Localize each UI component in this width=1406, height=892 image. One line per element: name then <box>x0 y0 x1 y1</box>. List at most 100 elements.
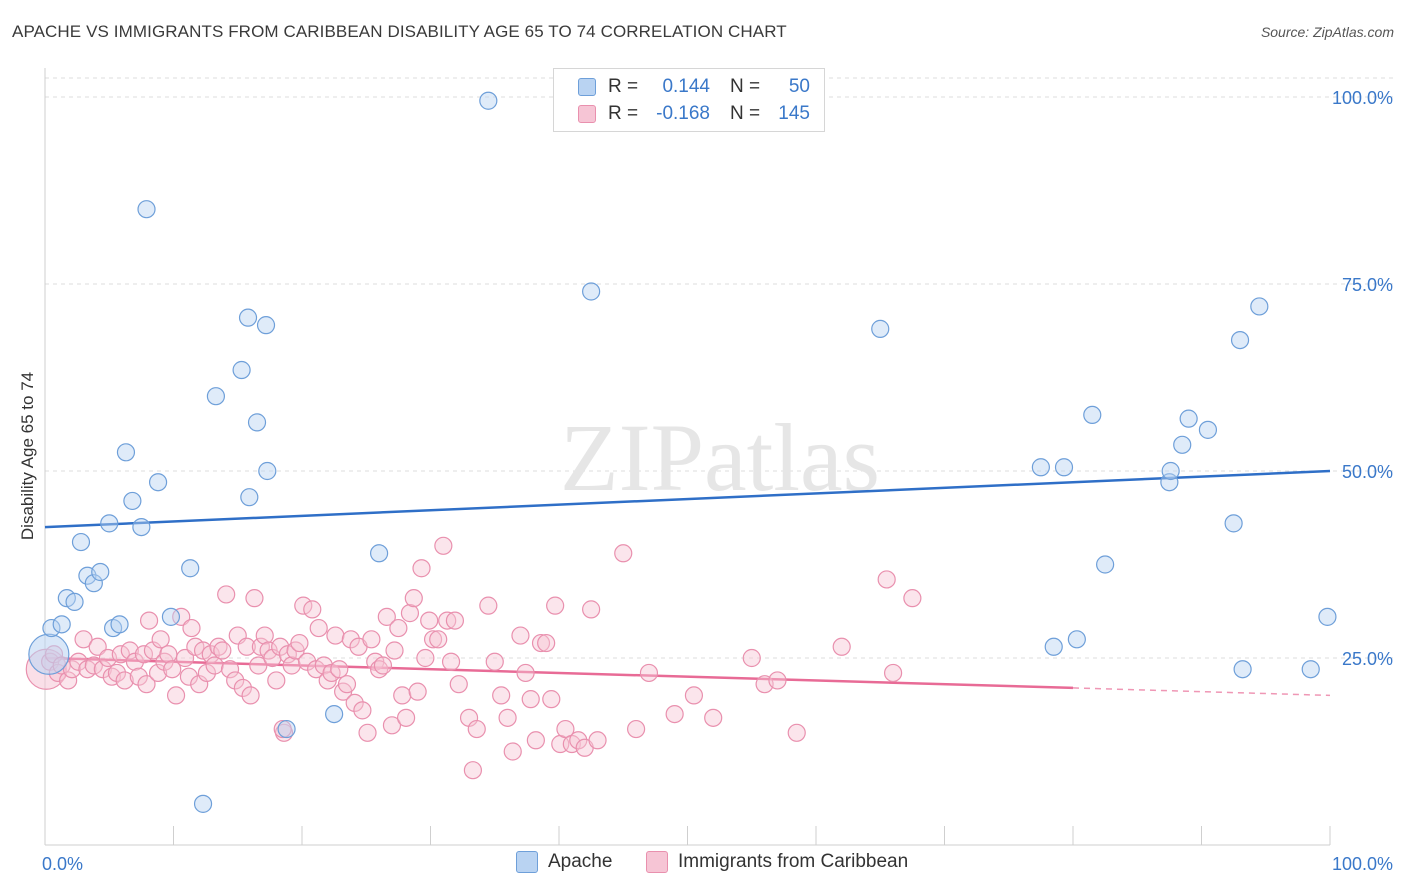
caribbean-point <box>588 731 607 750</box>
caribbean-trend-line <box>44 656 1074 690</box>
caribbean-point <box>245 589 264 608</box>
apache-point <box>71 532 91 552</box>
caribbean-point <box>639 663 659 683</box>
caribbean-point <box>768 671 787 690</box>
trend-lines <box>44 469 1331 697</box>
caribbean-point <box>362 630 381 649</box>
caribbean-point <box>205 656 224 675</box>
apache-point <box>277 719 296 739</box>
apache-trend-line <box>44 469 1331 529</box>
caribbean-point <box>582 600 601 619</box>
caribbean-point <box>420 611 439 630</box>
caribbean-point <box>498 708 517 727</box>
apache-point <box>1067 630 1086 649</box>
legend-item-apache[interactable]: Apache <box>516 851 612 873</box>
caribbean-point <box>400 604 420 623</box>
caribbean-point <box>330 660 349 679</box>
caribbean-point <box>556 719 575 739</box>
caribbean-point <box>159 645 178 664</box>
caribbean-point <box>438 611 457 630</box>
legend-row-caribbean: R = -0.168 N = 145 <box>578 102 810 126</box>
apache-point <box>42 618 61 638</box>
caribbean-point <box>271 637 290 656</box>
r-value: 0.144 <box>662 76 710 97</box>
x-tick-label: 100.0% <box>1332 854 1393 874</box>
caribbean-point <box>542 690 561 709</box>
caribbean-point <box>404 589 423 608</box>
legend-row-apache: R = 0.144 N = 50 <box>578 75 810 99</box>
caribbean-point <box>832 637 851 656</box>
apache-point <box>161 607 181 626</box>
caribbean-point <box>237 637 256 656</box>
caribbean-point <box>249 656 268 675</box>
caribbean-point <box>120 641 139 660</box>
n-value: 145 <box>778 103 810 124</box>
caribbean-point <box>337 675 357 694</box>
caribbean-point <box>303 600 322 619</box>
caribbean-trend-extension <box>1072 687 1331 697</box>
r-label: R = <box>608 76 639 97</box>
caribbean-point <box>373 656 393 675</box>
legend-item-caribbean[interactable]: Immigrants from Caribbean <box>646 851 908 873</box>
caribbean-point <box>569 731 588 750</box>
caribbean-point <box>345 693 364 712</box>
legend-label: Immigrants from Caribbean <box>678 851 909 872</box>
caribbean-point <box>74 630 93 649</box>
caribbean-point <box>531 633 551 653</box>
caribbean-point <box>341 630 360 649</box>
apache-point <box>582 282 601 301</box>
caribbean-point <box>467 719 486 739</box>
caribbean-point <box>226 671 245 690</box>
caribbean-point <box>62 660 82 679</box>
apache-point <box>240 488 259 507</box>
caribbean-point <box>267 671 286 690</box>
caribbean-point <box>479 596 498 615</box>
apache-point <box>1250 297 1269 316</box>
apache-point <box>1224 514 1243 533</box>
caribbean-point <box>273 719 292 739</box>
r-label: R = <box>608 103 639 124</box>
y-tick-label: 25.0% <box>1342 649 1393 669</box>
apache-point <box>1054 458 1074 477</box>
y-tick-label: 100.0% <box>1332 88 1393 108</box>
caribbean-point <box>377 607 396 626</box>
caribbean-point <box>59 671 78 690</box>
correlation-legend: R = 0.144 N = 50 R = -0.168 N = 145 <box>553 68 825 132</box>
caribbean-point <box>137 675 156 694</box>
caribbean-point <box>241 686 260 705</box>
caribbean-point <box>84 656 103 675</box>
caribbean-point <box>614 544 633 563</box>
caribbean-point <box>704 708 723 727</box>
caribbean-point <box>423 630 443 649</box>
caribbean-point <box>441 652 461 671</box>
apache-point <box>1083 405 1102 424</box>
caribbean-point <box>166 686 186 705</box>
apache-point <box>1161 461 1180 481</box>
apache-point <box>370 544 389 563</box>
caribbean-point <box>175 648 195 668</box>
caribbean-point <box>416 648 435 668</box>
caribbean-point <box>511 626 530 645</box>
y-axis-label: Disability Age 65 to 74 <box>18 372 37 540</box>
apache-point <box>123 491 142 511</box>
caribbean-point <box>877 570 896 589</box>
caribbean-point <box>255 626 274 645</box>
apache-point <box>1179 409 1198 428</box>
x-tick-label: 0.0% <box>42 854 83 874</box>
apache-point <box>479 91 498 110</box>
apache-point <box>238 308 258 327</box>
apache-point <box>137 200 156 219</box>
caribbean-point <box>197 663 217 683</box>
caribbean-point <box>115 671 134 690</box>
caribbean-point <box>294 596 313 615</box>
caribbean-point <box>537 633 556 653</box>
caribbean-point <box>742 648 761 668</box>
caribbean-point <box>220 660 240 679</box>
apache-point <box>100 514 119 533</box>
apache-point <box>232 360 251 380</box>
caribbean-point <box>163 660 182 679</box>
caribbean-point <box>385 641 404 660</box>
apache-point <box>1031 458 1050 477</box>
apache-point <box>193 794 213 813</box>
apache-point <box>871 319 890 338</box>
